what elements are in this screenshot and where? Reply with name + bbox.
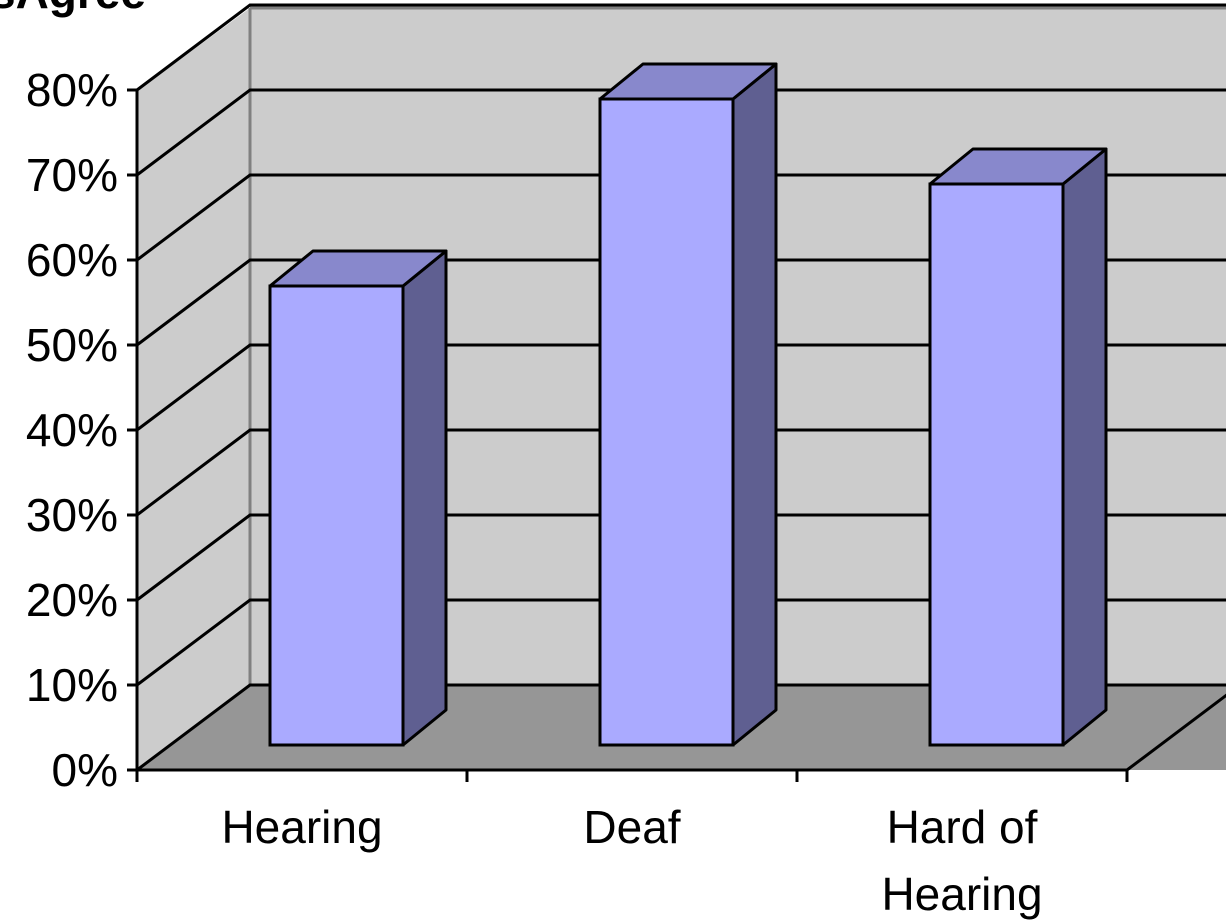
x-tick-label: Hard of Hearing bbox=[881, 801, 1042, 920]
grid-line bbox=[136, 173, 1226, 262]
grid-line bbox=[136, 3, 1226, 92]
bars bbox=[268, 62, 1108, 747]
bar-side bbox=[731, 62, 778, 747]
axes: 0% 10% 20% 30% 40% 50% 60% 70% 80% Hearing Deaf Har… bbox=[26, 64, 1226, 920]
grid-line bbox=[136, 258, 1226, 347]
floor-edge bbox=[1126, 693, 1226, 772]
grid-line bbox=[136, 513, 1226, 602]
y-tick-label: 0% bbox=[52, 744, 118, 796]
y-tick-label: 20% bbox=[26, 574, 118, 626]
bar bbox=[268, 284, 405, 747]
x-tick-label: Hearing bbox=[221, 801, 382, 853]
y-tick-label: 60% bbox=[26, 234, 118, 286]
y-tick-label: 10% bbox=[26, 659, 118, 711]
bar bbox=[928, 182, 1065, 747]
grid-line bbox=[136, 428, 1226, 517]
grid bbox=[136, 3, 1226, 772]
grid-line bbox=[136, 598, 1226, 687]
y-tick-label: 40% bbox=[26, 404, 118, 456]
x-tick-label: Deaf bbox=[583, 801, 680, 853]
bar bbox=[598, 97, 735, 747]
bar-side bbox=[401, 249, 448, 747]
grid-line bbox=[136, 88, 1226, 177]
y-tick-label: 80% bbox=[26, 64, 118, 116]
grid-line bbox=[136, 683, 1226, 772]
y-tick-label: 70% bbox=[26, 149, 118, 201]
bar-side bbox=[1061, 147, 1108, 747]
chart-title: sAgree bbox=[0, 0, 146, 18]
grid-line bbox=[136, 343, 1226, 432]
y-tick-label: 30% bbox=[26, 489, 118, 541]
y-tick-label: 50% bbox=[26, 319, 118, 371]
